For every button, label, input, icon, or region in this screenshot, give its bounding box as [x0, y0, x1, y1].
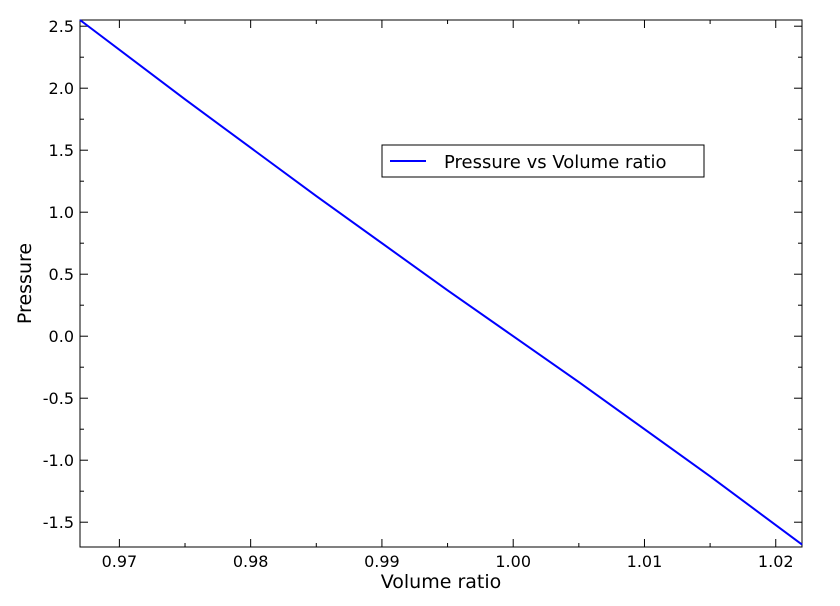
x-axis-ticks: 0.97 0.98 0.99 1.00 1.01 1.02 [102, 20, 794, 571]
series-line [79, 19, 803, 546]
y-tick-label: 0.0 [49, 327, 74, 346]
legend-entry-label: Pressure vs Volume ratio [444, 152, 667, 173]
y-tick-label: -0.5 [43, 389, 74, 408]
y-tick-label: 2.0 [49, 79, 74, 98]
y-tick-label: 1.0 [49, 203, 74, 222]
y-tick-label: -1.0 [43, 451, 74, 470]
x-tick-label: 1.01 [627, 552, 663, 571]
legend: Pressure vs Volume ratio [381, 144, 705, 178]
y-tick-label: 2.5 [49, 17, 74, 36]
y-axis-label: Pressure [14, 243, 36, 324]
x-tick-label: 1.02 [758, 552, 794, 571]
y-axis-ticks: -1.5 -1.0 -0.5 0.0 0.5 1.0 1.5 2.0 2.5 [43, 17, 802, 532]
y-tick-label: -1.5 [43, 513, 74, 532]
x-axis-label: Volume ratio [381, 571, 502, 593]
legend-box [381, 144, 705, 178]
x-tick-label: 0.99 [364, 552, 400, 571]
y-tick-label: 0.5 [49, 265, 74, 284]
x-tick-label: 0.97 [102, 552, 138, 571]
plot-area [79, 19, 803, 548]
x-tick-label: 0.98 [233, 552, 269, 571]
series-layer [79, 19, 803, 546]
y-tick-label: 1.5 [49, 141, 74, 160]
x-tick-label: 1.00 [495, 552, 531, 571]
